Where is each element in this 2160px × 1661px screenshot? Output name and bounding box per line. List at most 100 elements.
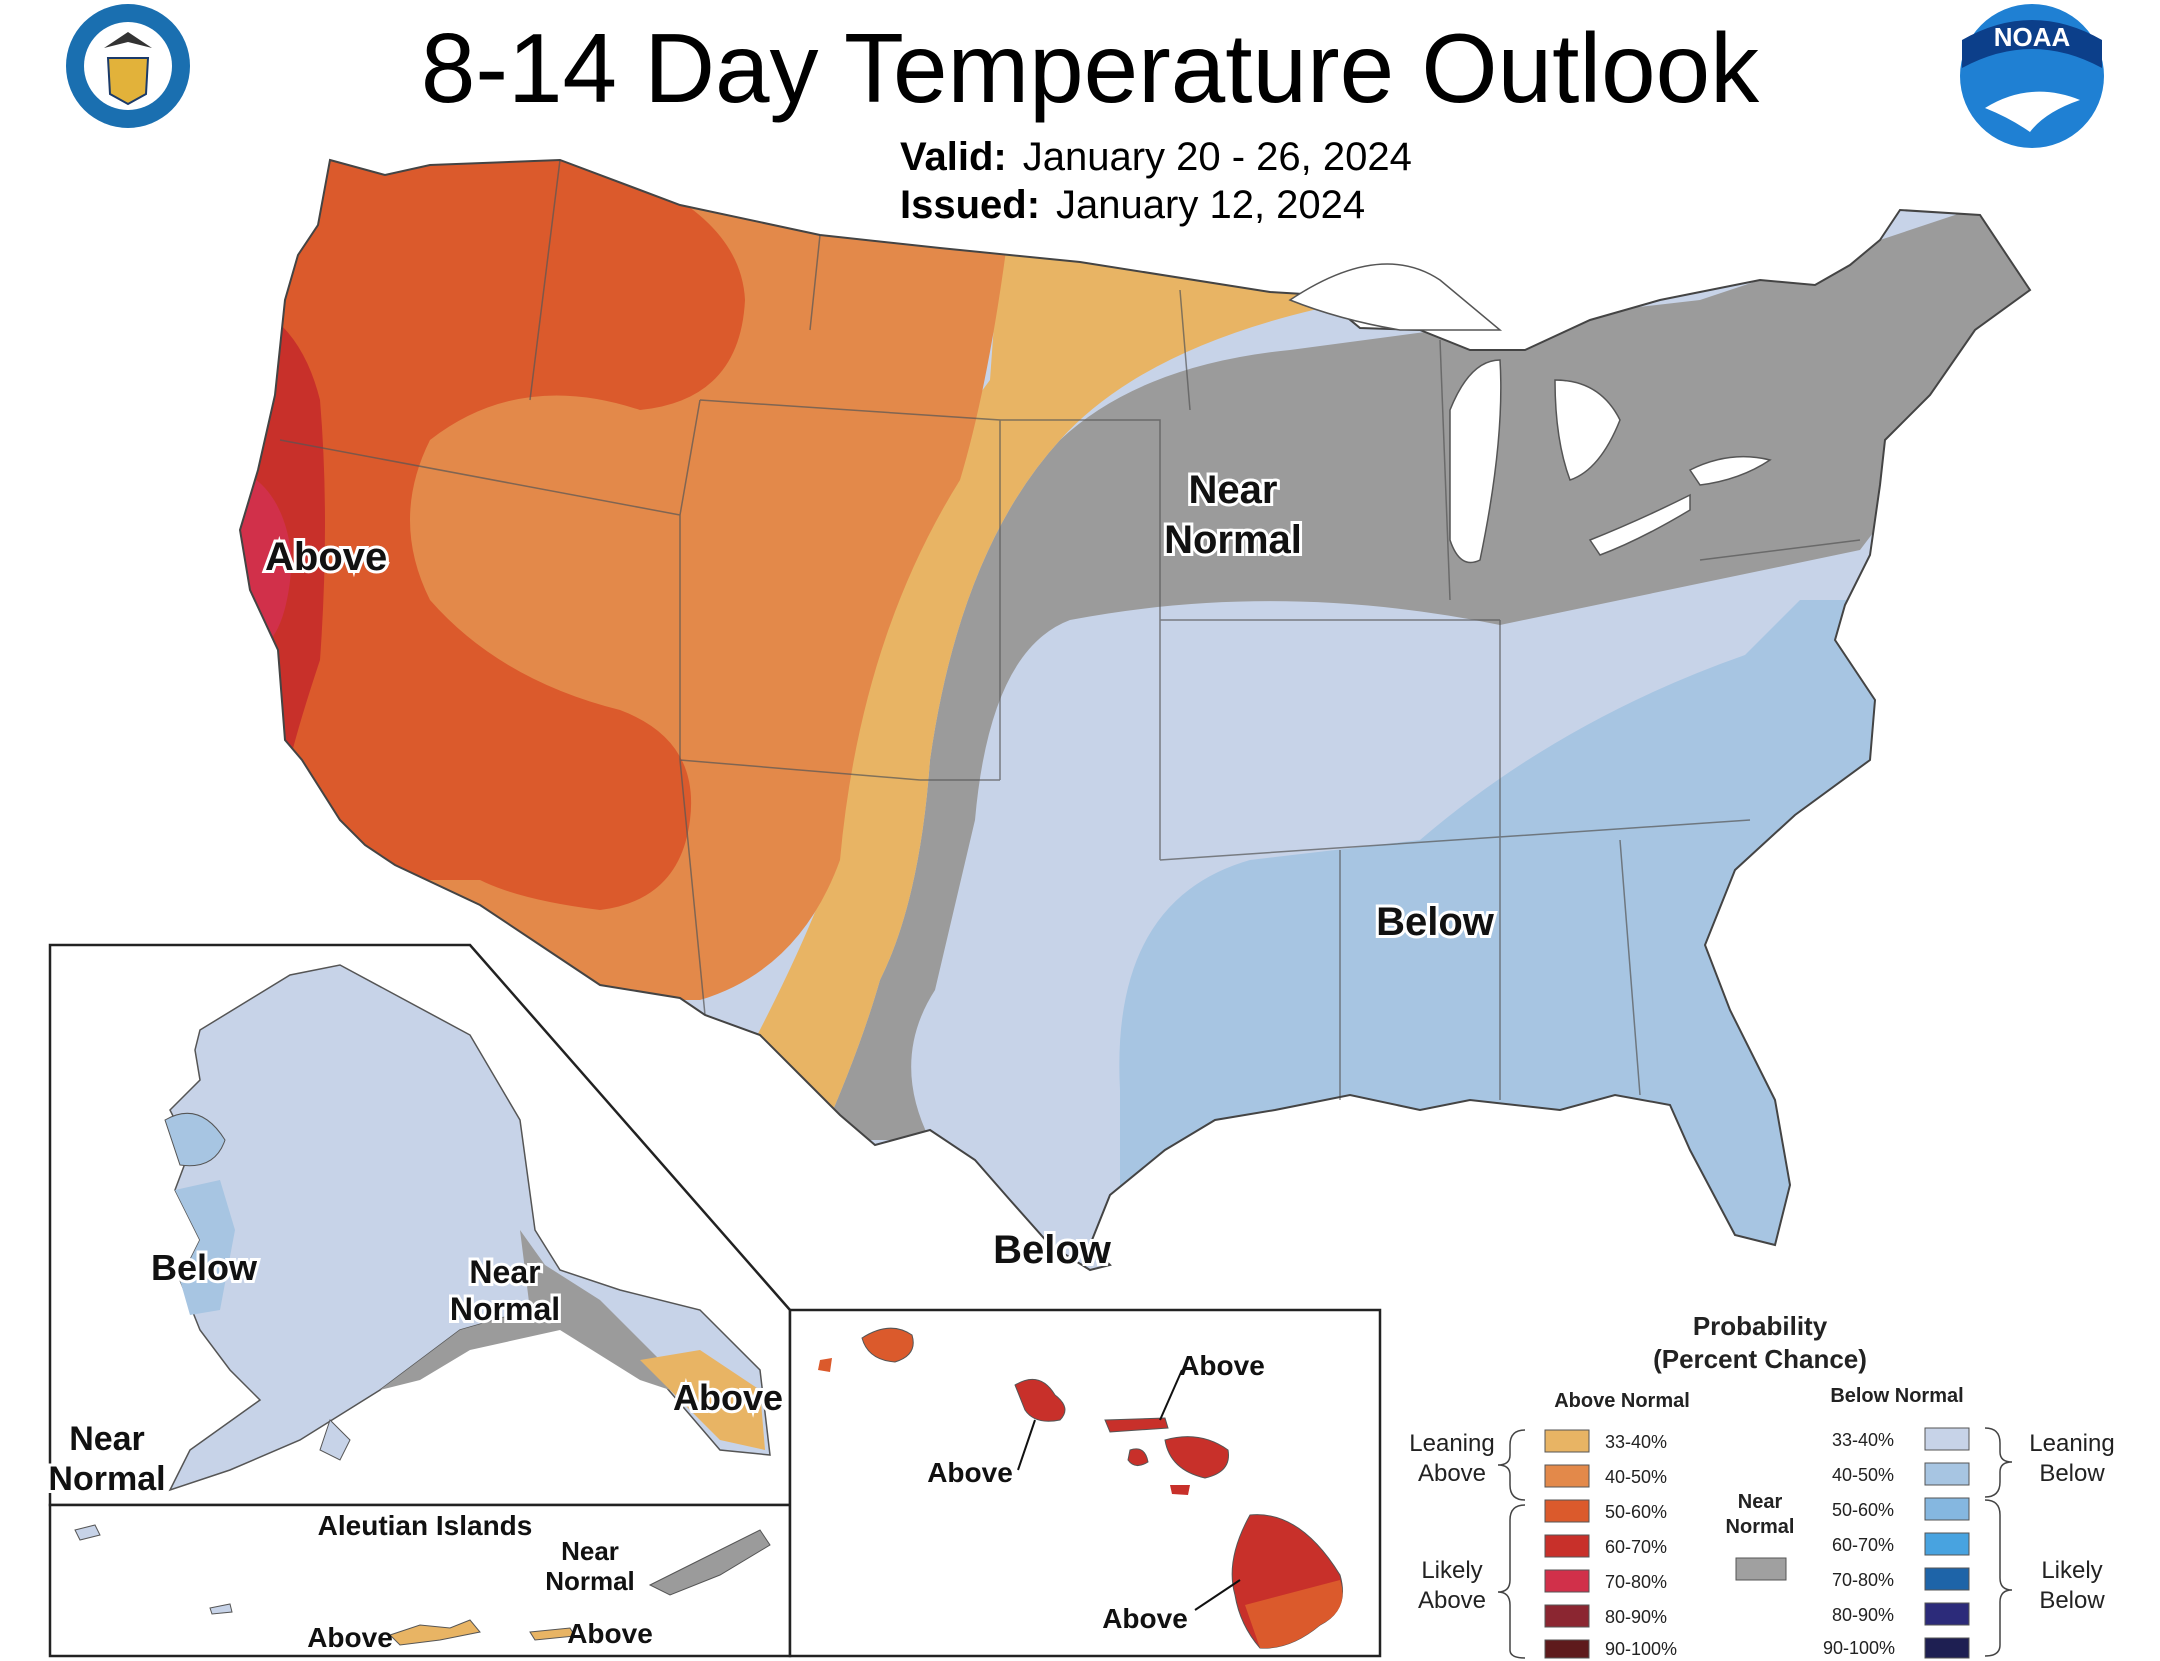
legend-near-swatch xyxy=(1735,1557,1787,1581)
lake-huron xyxy=(1554,379,1621,481)
aleutian-mid-island xyxy=(209,1603,233,1615)
legend-above-swatch-4 xyxy=(1544,1534,1590,1558)
legend-below-swatch-1 xyxy=(1924,1427,1970,1451)
legend-above-header: Above Normal xyxy=(1554,1390,1690,1412)
conus-probability-zones xyxy=(240,160,2030,1270)
aleutian-title: Aleutian Islands xyxy=(318,1510,533,1541)
legend-above-swatch-3 xyxy=(1544,1499,1590,1523)
great-lakes xyxy=(1288,263,1772,564)
alaska-west-below-zone xyxy=(175,1180,235,1315)
legend-likely-below-2: Below xyxy=(2039,1587,2105,1614)
legend-above-range-6: 80-90% xyxy=(1605,1607,1667,1627)
brace-leaning-below xyxy=(1984,1427,2013,1498)
hawaii-label-above-3: Above xyxy=(1102,1603,1188,1634)
aleutian-islands-map xyxy=(74,1524,771,1646)
conus-label-below: Below xyxy=(1376,900,1495,944)
conus-label-near-1: Near xyxy=(1189,468,1278,512)
zone-near-normal xyxy=(820,200,2030,1140)
aleutian-label-above-1: Above xyxy=(307,1622,393,1653)
seal-eagle-icon xyxy=(104,32,152,48)
hawaii-inset: Above Above Above xyxy=(788,1308,1382,1658)
legend-below-range-2: 40-50% xyxy=(1832,1465,1894,1485)
legend-title-2: (Percent Chance) xyxy=(1653,1344,1867,1374)
noaa-logo: NOAA xyxy=(1960,4,2104,148)
legend-above-swatch-5 xyxy=(1544,1569,1590,1593)
issued-date: Issued: January 12, 2024 xyxy=(900,183,1365,228)
legend-title-1: Probability xyxy=(1693,1311,1828,1341)
issued-value: January 12, 2024 xyxy=(1056,183,1366,227)
legend-braces xyxy=(1497,1427,2013,1659)
hawaii-maui xyxy=(1164,1436,1230,1479)
hawaii-oahu xyxy=(1014,1378,1066,1422)
legend-below-swatch-7 xyxy=(1924,1637,1970,1659)
probability-legend: Probability (Percent Chance) Above Norma… xyxy=(1409,1311,2114,1659)
legend-above-range-4: 60-70% xyxy=(1605,1537,1667,1557)
aleutian-inset: Aleutian Islands Near Normal Above Above xyxy=(48,1503,792,1658)
legend-below-range-4: 60-70% xyxy=(1832,1535,1894,1555)
aleutian-above-island-1 xyxy=(389,1619,481,1646)
legend-likely-below-1: Likely xyxy=(2041,1557,2102,1584)
brace-likely-below xyxy=(1984,1499,2013,1657)
conus-label-near-2: Normal xyxy=(1164,518,1302,562)
brace-likely-above xyxy=(1497,1504,1526,1659)
state-boundaries xyxy=(279,159,1861,1100)
aleutian-near-normal-island xyxy=(648,1529,771,1596)
alaska-label-sw-near-2: Normal xyxy=(48,1460,165,1498)
legend-below-range-1: 33-40% xyxy=(1832,1430,1894,1450)
zone-above-33-40 xyxy=(700,240,1360,1140)
aleutian-label-near-2: Normal xyxy=(545,1566,635,1596)
legend-below-swatch-2 xyxy=(1924,1462,1970,1486)
lake-ontario xyxy=(1688,455,1772,486)
legend-leaning-above-2: Above xyxy=(1418,1460,1486,1487)
legend-above-swatch-1 xyxy=(1544,1429,1590,1453)
alaska-label-above: Above xyxy=(673,1377,783,1418)
aleutian-label-above-2: Above xyxy=(567,1618,653,1649)
aleutian-above-island-2 xyxy=(529,1627,576,1641)
lake-michigan xyxy=(1449,359,1502,564)
hawaii-kauai xyxy=(861,1327,914,1363)
legend-below-swatches: 33-40% 40-50% 50-60% 60-70% 70-80% 80-90… xyxy=(1823,1427,1970,1659)
noaa-bird-icon xyxy=(1985,91,2080,132)
alaska-island xyxy=(319,1419,351,1461)
seal-shield-icon xyxy=(106,57,150,106)
conus-map: Above Near Normal Below Below xyxy=(239,159,2031,1275)
legend-below-swatch-3 xyxy=(1924,1497,1970,1521)
legend-above-range-3: 50-60% xyxy=(1605,1502,1667,1522)
alaska-label-sw-near-1: Near xyxy=(69,1420,145,1458)
hawaii-leader-line-1 xyxy=(1159,1369,1183,1421)
legend-below-swatch-6 xyxy=(1924,1602,1970,1626)
brace-leaning-above xyxy=(1497,1429,1526,1501)
legend-below-header: Below Normal xyxy=(1830,1385,1963,1407)
lake-superior xyxy=(1288,263,1503,331)
hawaii-molokai xyxy=(1104,1417,1169,1433)
legend-leaning-below-1: Leaning xyxy=(2029,1430,2114,1457)
hawaii-label-above-2: Above xyxy=(927,1457,1013,1488)
legend-leaning-below-2: Below xyxy=(2039,1460,2105,1487)
hawaii-niihau xyxy=(818,1358,832,1372)
conus-label-below-texas: Below xyxy=(993,1228,1112,1272)
hawaii-kahoolawe xyxy=(1170,1485,1190,1495)
noaa-wordmark: NOAA xyxy=(1994,22,2071,52)
legend-below-swatch-4 xyxy=(1924,1532,1970,1556)
map-title: 8-14 Day Temperature Outlook xyxy=(420,13,1760,123)
hawaii-leader-line-2 xyxy=(1017,1419,1036,1471)
legend-likely-above-1: Likely xyxy=(1421,1557,1482,1584)
issued-label: Issued: xyxy=(900,183,1041,227)
legend-above-swatch-6 xyxy=(1544,1604,1590,1628)
alaska-south-near-normal-zone xyxy=(380,1230,700,1400)
hawaii-big-island-south-zone xyxy=(1245,1580,1343,1649)
conus-label-above: Above xyxy=(265,535,387,579)
alaska-inset: Below Near Normal Above Near Normal xyxy=(45,943,792,1507)
legend-below-range-6: 80-90% xyxy=(1832,1605,1894,1625)
legend-near-1: Near xyxy=(1738,1491,1783,1513)
legend-near-normal: Near Normal xyxy=(1726,1491,1794,1581)
valid-value: January 20 - 26, 2024 xyxy=(1022,135,1412,179)
lake-erie xyxy=(1588,493,1691,556)
aleutian-west-island xyxy=(74,1524,101,1541)
alaska-label-below: Below xyxy=(151,1247,258,1288)
commerce-seal-logo xyxy=(66,4,190,128)
alaska-seward-below-zone xyxy=(164,1112,226,1167)
hawaii-label-above-1: Above xyxy=(1179,1350,1265,1381)
hawaii-leader-line-3 xyxy=(1194,1579,1241,1611)
